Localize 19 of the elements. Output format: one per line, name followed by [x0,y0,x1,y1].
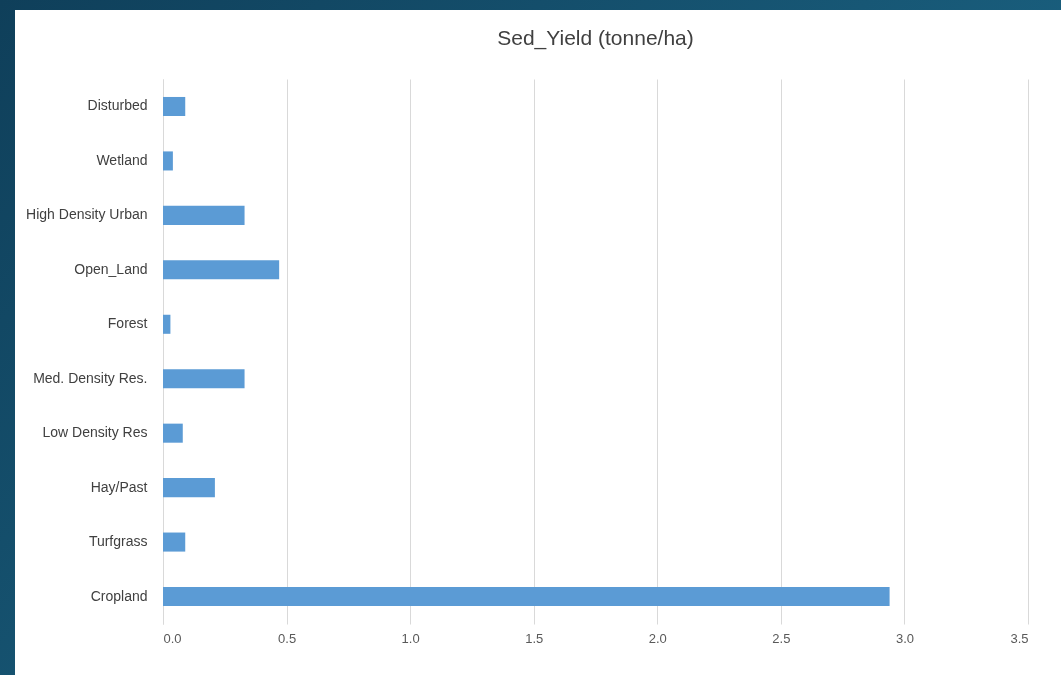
x-tick-label: 3.5 [1010,630,1029,646]
x-tick-label: 1.5 [525,630,544,646]
x-tick-label: 2.5 [772,630,791,646]
chart-title: Sed_Yield (tonne/ha) [497,26,694,50]
y-tick-label: Disturbed [87,97,148,114]
y-tick-label: Open_Land [74,260,148,277]
y-tick-label: Low Density Res [42,424,148,441]
x-tick-label: 2.0 [648,630,667,646]
x-tick-label: 3.0 [895,630,914,646]
y-tick-label: Wetland [96,151,148,168]
y-tick-label: High Density Urban [26,206,148,223]
y-tick-label: Cropland [90,587,148,604]
y-tick-label: Med. Density Res. [33,369,148,386]
x-tick-label: 1.0 [401,630,420,646]
x-tick-label: 0.0 [163,630,182,646]
y-tick-label: Forest [107,315,148,332]
y-tick-label: Hay/Past [90,478,148,495]
y-tick-label: Turfgrass [88,533,148,550]
x-tick-label: 0.5 [278,630,297,646]
